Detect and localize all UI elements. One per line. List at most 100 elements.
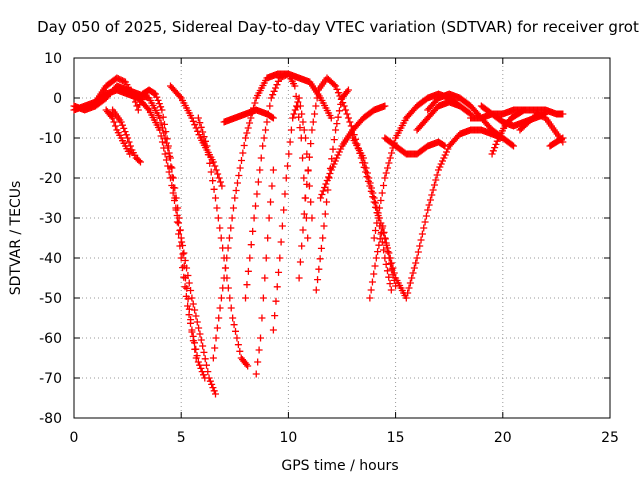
data-point [268,217,270,219]
data-point [304,137,307,139]
data-point [253,217,255,219]
data-point [212,357,215,359]
x-tick-label: 10 [279,430,297,446]
data-point [197,361,200,363]
data-point [341,145,343,147]
data-point [180,97,182,99]
data-point [240,357,243,359]
series-arc-10 [242,70,312,302]
x-tick-labels: 0 5 10 15 20 25 [70,430,619,446]
data-point [416,129,418,131]
data-point [536,113,538,115]
data-point [351,129,354,131]
data-point [394,137,397,139]
data-point [128,153,131,155]
data-point [133,97,135,99]
data-point [512,109,515,111]
data-point [562,137,564,139]
data-point [255,373,258,375]
data-point [148,89,150,91]
data-point [298,97,300,99]
data-point [191,117,193,119]
data-point [384,237,386,239]
data-point [347,89,350,91]
data-point [126,93,129,95]
data-point [73,105,75,107]
data-point [555,113,558,115]
data-point [272,169,275,171]
data-point [304,197,307,199]
data-point [306,237,309,239]
data-point [502,113,504,115]
data-point [137,93,140,95]
data-point [180,257,182,259]
data-point [311,129,313,131]
y-tick-label: -10 [39,131,62,147]
data-point [384,105,386,107]
data-point [448,101,451,103]
data-point [553,129,556,131]
data-point [214,393,217,395]
series-markers [166,82,226,190]
data-point [158,129,161,131]
x-tick-label: 20 [494,430,512,446]
series-arc-20 [424,90,518,150]
series-arc-18 [370,90,464,242]
data-point [276,73,279,75]
data-point [510,117,513,119]
data-point [469,113,472,115]
data-point [448,145,451,147]
chart-title: Day 050 of 2025, Sidereal Day-to-day VTE… [37,18,639,36]
y-tick-label: -20 [39,171,62,187]
data-point [186,305,189,307]
data-point [169,85,172,87]
data-point [116,77,118,79]
series-arc-5 [102,106,134,158]
series-markers [70,82,209,382]
plot-frame [73,57,611,419]
data-point [544,117,547,119]
data-point [459,133,461,135]
series-markers [91,74,200,362]
data-point [384,137,386,139]
data-point [544,113,547,115]
data-point [416,105,418,107]
data-point [255,109,258,111]
data-point [555,141,558,143]
data-point [309,81,311,83]
y-tick-labels: 10 0 -10 -20 -30 -40 -50 -60 -70 -80 [39,51,62,427]
data-point [426,109,429,111]
data-point [459,105,461,107]
y-tick-label: -40 [39,251,62,267]
data-point [206,145,208,147]
data-point [480,105,483,107]
data-point [437,105,440,107]
data-point [126,137,129,139]
data-point [234,197,236,199]
data-point [527,121,530,123]
x-axis-label: GPS time / hours [281,458,398,474]
x-tick-label: 15 [387,430,405,446]
data-point [206,149,208,151]
data-point [214,197,217,199]
data-point [437,141,440,143]
data-point [231,317,234,319]
ticks [73,57,611,419]
data-point [384,177,386,179]
data-point [469,105,472,107]
series-markers [252,166,277,378]
data-point [148,109,150,111]
series-markers [109,106,144,166]
data-point [124,81,127,83]
series-arc-15 [317,102,389,202]
x-tick-label: 25 [601,430,619,446]
data-point [195,357,198,359]
series-arc-11 [252,166,277,378]
data-point [394,277,397,279]
data-point [120,137,122,139]
data-point [326,77,328,79]
data-point [469,117,472,119]
data-point [279,257,281,259]
data-point [437,93,440,95]
data-point [362,157,365,159]
